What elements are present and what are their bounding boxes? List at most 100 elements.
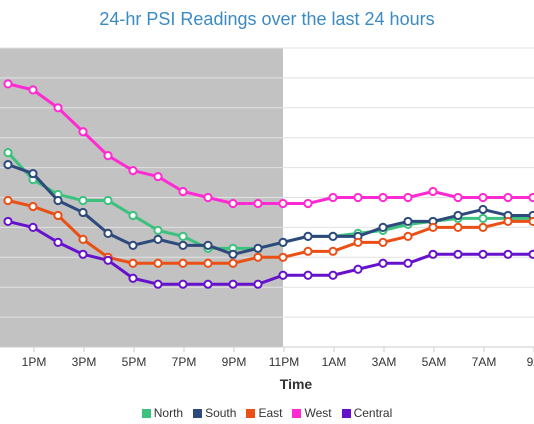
data-point-west[interactable] [403,192,413,203]
data-point-south[interactable] [78,207,88,218]
data-point-central[interactable] [328,270,338,280]
data-point-south[interactable] [453,210,463,221]
data-point-east[interactable] [353,237,363,247]
data-point-south[interactable] [103,228,113,238]
data-point-east[interactable] [378,237,388,247]
data-point-central[interactable] [103,255,113,265]
data-point-central[interactable] [478,249,488,259]
data-point-east[interactable] [328,246,338,256]
data-point-central[interactable] [278,270,288,280]
data-point-east[interactable] [403,231,413,241]
data-point-east[interactable] [453,222,463,232]
data-point-south[interactable] [403,216,413,227]
data-point-north[interactable] [178,231,188,241]
data-point-central[interactable] [178,279,188,289]
data-point-west[interactable] [3,79,13,89]
data-point-east[interactable] [428,222,438,232]
data-point-south[interactable] [378,222,388,232]
series-central [3,216,534,289]
data-point-central[interactable] [503,249,513,259]
data-point-west[interactable] [28,85,38,95]
data-point-west[interactable] [153,171,163,182]
data-point-east[interactable] [528,216,534,227]
data-point-central[interactable] [203,279,213,289]
data-point-west[interactable] [378,192,388,203]
data-point-south[interactable] [328,231,338,241]
data-point-south[interactable] [228,249,238,259]
data-point-west[interactable] [253,198,263,209]
data-point-central[interactable] [453,249,463,259]
data-point-east[interactable] [503,216,513,227]
data-point-central[interactable] [253,279,263,289]
data-point-east[interactable] [203,258,213,268]
series-east [3,195,534,268]
data-point-south[interactable] [278,237,288,247]
data-point-central[interactable] [228,279,238,289]
data-point-central[interactable] [528,249,534,259]
data-point-central[interactable] [353,264,363,274]
data-point-central[interactable] [403,258,413,268]
data-point-central[interactable] [128,273,138,283]
data-point-south[interactable] [53,195,63,206]
data-point-central[interactable] [3,216,13,227]
legend-item-central[interactable]: Central [341,406,392,420]
data-point-central[interactable] [153,279,163,289]
data-point-west[interactable] [228,198,238,209]
data-point-south[interactable] [178,240,188,250]
data-point-south[interactable] [153,234,163,244]
data-point-west[interactable] [78,127,88,137]
data-point-north[interactable] [128,210,138,221]
data-point-central[interactable] [378,258,388,268]
data-point-west[interactable] [303,198,313,209]
data-point-south[interactable] [128,240,138,250]
legend-swatch-south [193,408,203,418]
data-point-east[interactable] [78,234,88,244]
data-point-east[interactable] [178,258,188,268]
data-point-south[interactable] [3,160,13,170]
data-point-south[interactable] [253,243,263,253]
legend-item-east[interactable]: East [246,406,282,420]
data-point-north[interactable] [153,225,163,235]
data-point-east[interactable] [153,258,163,268]
data-point-south[interactable] [203,240,213,250]
data-point-south[interactable] [478,204,488,215]
data-point-west[interactable] [353,192,363,203]
data-point-central[interactable] [53,237,63,247]
data-point-west[interactable] [203,192,213,203]
data-point-east[interactable] [278,252,288,262]
data-point-south[interactable] [303,231,313,241]
data-point-central[interactable] [428,249,438,259]
data-point-west[interactable] [478,192,488,203]
data-point-east[interactable] [303,246,313,256]
data-point-central[interactable] [78,249,88,259]
data-point-north[interactable] [78,195,88,206]
data-point-east[interactable] [478,222,488,232]
data-point-east[interactable] [253,252,263,262]
data-point-west[interactable] [103,151,113,161]
legend-item-north[interactable]: North [141,406,183,420]
data-point-east[interactable] [53,210,63,221]
data-point-west[interactable] [528,192,534,203]
legend-item-west[interactable]: West [292,406,332,420]
data-point-central[interactable] [28,222,38,232]
data-point-east[interactable] [228,258,238,268]
data-point-west[interactable] [53,103,63,113]
legend-label-west: West [304,406,332,420]
data-point-west[interactable] [178,186,188,197]
data-point-west[interactable] [278,198,288,209]
data-point-north[interactable] [478,213,488,224]
data-point-north[interactable] [103,195,113,206]
data-point-north[interactable] [3,148,13,158]
data-point-west[interactable] [428,186,438,197]
data-point-west[interactable] [128,165,138,176]
data-point-central[interactable] [303,270,313,280]
data-point-south[interactable] [28,168,38,179]
data-point-west[interactable] [328,192,338,203]
legend-swatch-east [246,408,256,418]
legend-item-south[interactable]: South [193,406,236,420]
data-point-west[interactable] [453,192,463,203]
data-point-east[interactable] [128,258,138,268]
data-point-west[interactable] [503,192,513,203]
data-point-east[interactable] [3,195,13,206]
data-point-east[interactable] [28,201,38,212]
